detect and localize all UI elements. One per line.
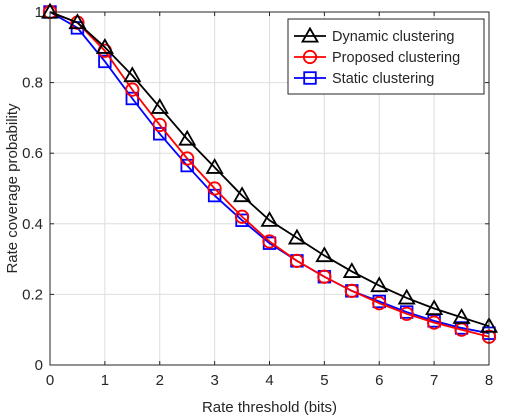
- x-tick-label: 0: [46, 372, 54, 389]
- y-tick-label: 0.8: [22, 75, 43, 92]
- legend-entry-proposed-clustering: Proposed clustering: [294, 49, 460, 66]
- data-point-circle: [372, 296, 387, 311]
- data-point-triangle: [95, 37, 114, 54]
- data-point-circle: [289, 253, 305, 268]
- data-point-triangle: [397, 288, 416, 305]
- data-point-triangle: [287, 228, 306, 245]
- data-point-triangle: [178, 129, 197, 146]
- y-tick-label: 0.6: [22, 145, 43, 162]
- series-line: [49, 11, 490, 328]
- data-point-circle: [262, 234, 277, 249]
- x-tick-label: 3: [210, 372, 218, 389]
- x-tick-label: 8: [485, 372, 493, 389]
- data-point-circle: [125, 82, 140, 97]
- series-layer: [40, 2, 499, 344]
- series-line: [49, 11, 490, 338]
- data-point-triangle: [370, 276, 389, 293]
- y-tick-label: 1: [35, 4, 43, 21]
- legend-entry-static-clustering: Static clustering: [294, 71, 434, 87]
- data-point-circle: [399, 306, 414, 321]
- y-axis-label: Rate coverage probability: [4, 103, 21, 274]
- data-point-square: [153, 127, 167, 141]
- data-point-triangle: [425, 299, 444, 316]
- data-point-circle: [180, 151, 195, 166]
- legend-entry-dynamic-clustering: Dynamic clustering: [294, 26, 455, 45]
- data-point-triangle: [68, 13, 87, 30]
- data-point-circle: [427, 315, 442, 330]
- data-point-triangle: [233, 186, 252, 203]
- data-point-circle: [234, 209, 250, 224]
- data-point-triangle: [205, 158, 224, 174]
- legend-label: Dynamic clustering: [332, 29, 455, 45]
- data-point-triangle: [452, 308, 471, 324]
- data-point-triangle: [342, 262, 361, 278]
- x-axis-label: Rate threshold (bits): [202, 399, 337, 416]
- legend-label: Proposed clustering: [332, 50, 460, 66]
- axis-ticks: 0 1 2 3 4 5 6 7 8 0 0.2 0.4 0.6 0.8 1: [22, 4, 493, 389]
- x-tick-label: 6: [375, 372, 383, 389]
- legend-marker-circle: [302, 49, 318, 65]
- y-tick-label: 0.4: [22, 216, 43, 233]
- data-point-circle: [152, 117, 167, 133]
- legend-label: Static clustering: [332, 71, 434, 87]
- data-point-square: [98, 54, 112, 69]
- y-tick-label: 0.2: [22, 286, 43, 303]
- data-point-circle: [207, 181, 222, 196]
- legend-marker-square: [303, 71, 317, 85]
- data-point-triangle: [260, 210, 279, 227]
- data-point-circle: [317, 269, 332, 284]
- y-tick-label: 0: [35, 357, 43, 374]
- data-point-circle: [344, 283, 359, 298]
- data-point-triangle: [150, 97, 169, 114]
- data-point-triangle: [123, 66, 142, 83]
- series-dynamic-clustering: [40, 2, 499, 333]
- series-line: [49, 11, 490, 335]
- x-tick-label: 7: [430, 372, 438, 389]
- x-tick-label: 5: [320, 372, 328, 389]
- legend: Dynamic clustering Proposed clustering Sta…: [287, 18, 485, 95]
- data-point-triangle: [315, 246, 334, 263]
- legend-marker-triangle: [300, 26, 320, 43]
- x-tick-label: 2: [156, 372, 164, 389]
- x-tick-label: 4: [265, 372, 273, 389]
- x-tick-label: 1: [101, 372, 109, 389]
